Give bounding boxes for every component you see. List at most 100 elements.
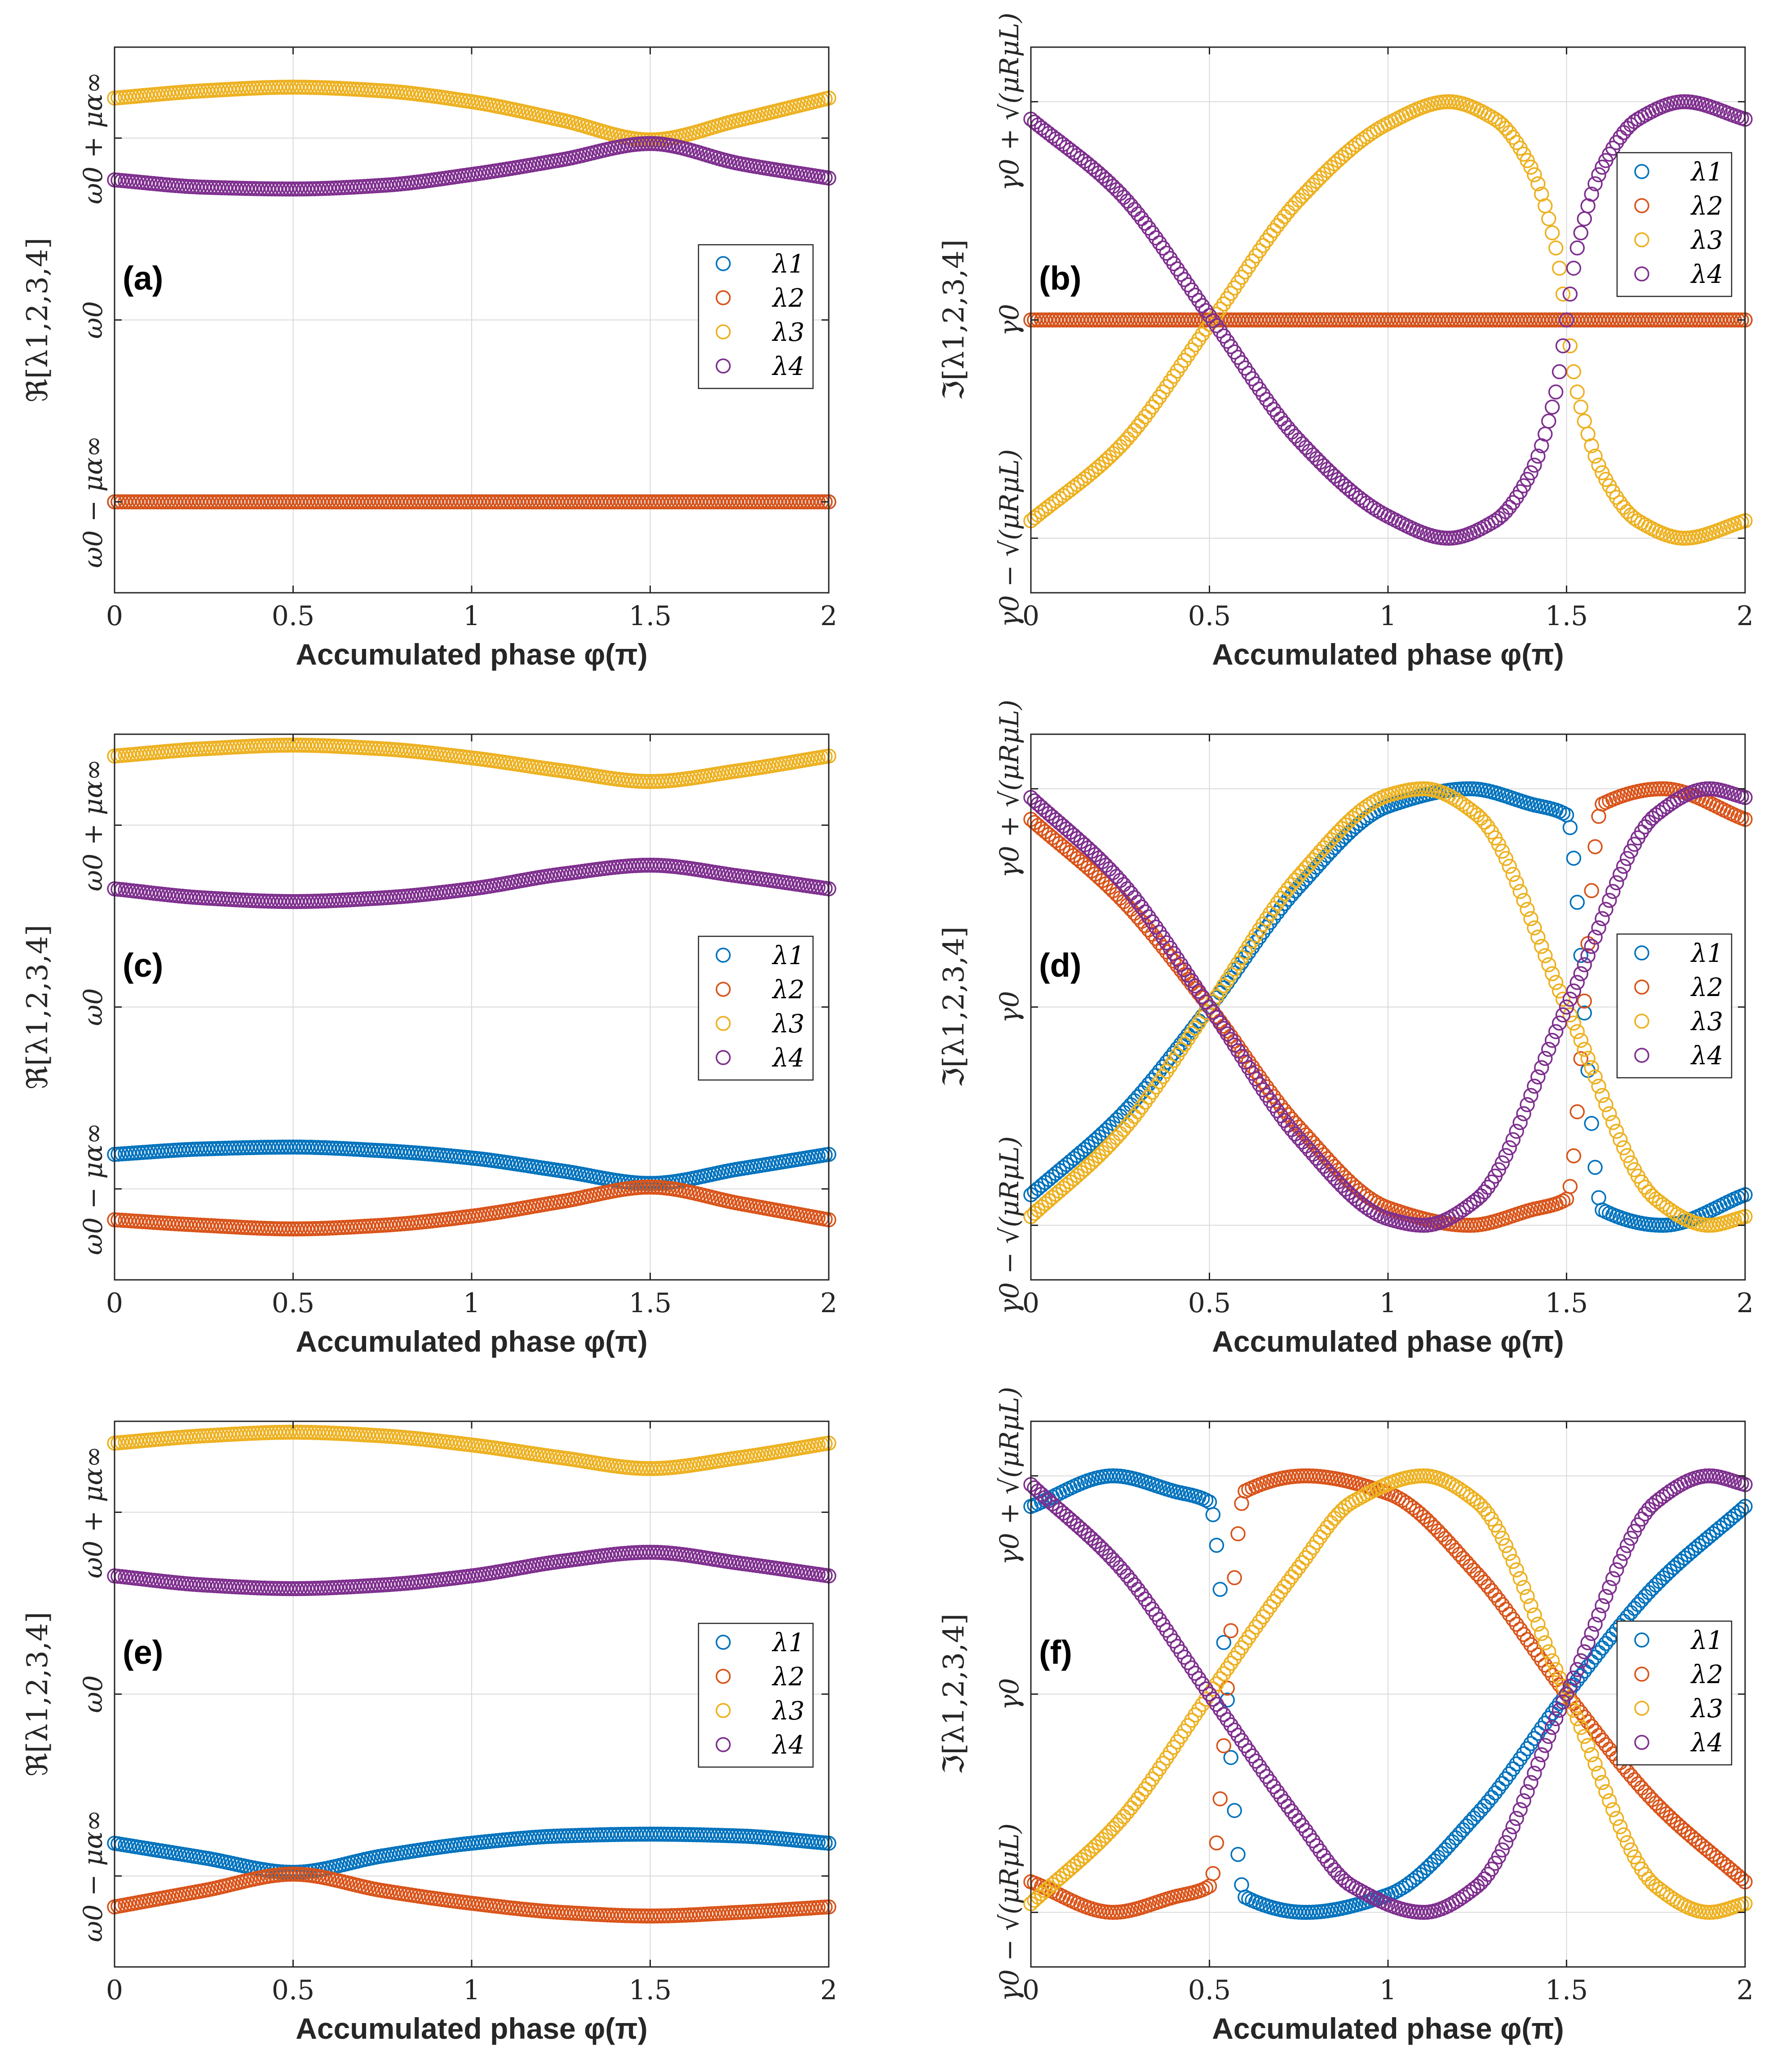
data-point-λ2 xyxy=(468,494,483,510)
data-point-λ1 xyxy=(1577,1663,1592,1679)
data-point-λ2 xyxy=(657,494,672,510)
data-point-λ3 xyxy=(1137,1094,1153,1110)
data-point-λ4 xyxy=(1548,1024,1564,1039)
data-point-λ2 xyxy=(1652,781,1667,797)
data-point-λ3 xyxy=(1277,209,1292,224)
data-point-λ4 xyxy=(307,894,322,909)
data-point-λ2 xyxy=(710,494,726,510)
data-point-λ3 xyxy=(1127,423,1142,438)
data-point-λ1 xyxy=(1623,1605,1639,1620)
legend-marker xyxy=(1634,266,1649,282)
data-point-λ2 xyxy=(1734,1871,1749,1887)
data-point-λ1 xyxy=(1541,1711,1556,1726)
data-point-λ2 xyxy=(1666,312,1681,328)
data-point-λ2 xyxy=(274,494,290,510)
data-point-λ4 xyxy=(300,1581,315,1596)
data-point-λ2 xyxy=(460,494,476,510)
data-point-λ3 xyxy=(278,1424,294,1440)
data-point-λ1 xyxy=(282,1139,297,1155)
data-point-λ3 xyxy=(1266,1594,1282,1609)
data-point-λ2 xyxy=(1241,312,1256,328)
data-point-λ2 xyxy=(157,494,172,510)
data-point-λ3 xyxy=(1548,1662,1564,1677)
data-point-λ3 xyxy=(1605,1802,1621,1817)
data-point-λ2 xyxy=(1566,1148,1582,1164)
data-point-λ1 xyxy=(1587,1159,1603,1175)
data-point-λ2 xyxy=(1716,312,1732,328)
data-point-λ1 xyxy=(650,1826,665,1842)
data-point-λ4 xyxy=(1641,815,1657,830)
data-point-λ2 xyxy=(1187,312,1203,328)
data-point-λ1 xyxy=(657,1826,672,1842)
data-point-λ4 xyxy=(1623,843,1639,859)
data-point-λ3 xyxy=(1541,957,1556,973)
data-point-λ2 xyxy=(1291,312,1307,328)
data-point-λ3 xyxy=(1548,975,1564,990)
data-point-λ2 xyxy=(171,494,186,510)
data-point-λ4 xyxy=(1130,895,1146,910)
data-point-λ1 xyxy=(243,1140,258,1155)
data-point-λ4 xyxy=(1555,338,1571,353)
data-point-λ4 xyxy=(246,181,261,196)
data-point-λ3 xyxy=(1595,1088,1610,1103)
legend-marker xyxy=(716,982,731,997)
legend-marker xyxy=(1634,198,1649,213)
data-point-λ2 xyxy=(1613,312,1628,328)
data-point-λ2 xyxy=(1598,312,1613,328)
series-λ4 xyxy=(1023,94,1753,546)
data-point-λ2 xyxy=(1259,1079,1274,1094)
data-point-λ4 xyxy=(300,894,315,909)
data-point-λ2 xyxy=(378,494,393,510)
data-point-λ3 xyxy=(1566,1015,1582,1031)
data-point-λ2 xyxy=(621,494,636,510)
data-point-λ2 xyxy=(1544,312,1560,328)
data-point-λ1 xyxy=(592,1827,608,1843)
data-point-λ4 xyxy=(1530,449,1546,464)
data-point-λ2 xyxy=(667,494,683,510)
data-point-λ1 xyxy=(1652,1217,1667,1233)
data-point-λ3 xyxy=(1102,1825,1117,1840)
data-point-λ4 xyxy=(314,893,329,909)
data-point-λ2 xyxy=(785,494,801,510)
data-point-λ3 xyxy=(1587,1069,1603,1084)
data-point-λ2 xyxy=(1170,312,1185,328)
data-point-λ2 xyxy=(746,494,761,510)
data-point-λ1 xyxy=(1259,920,1274,935)
data-point-λ3 xyxy=(1595,1775,1610,1790)
data-point-λ3 xyxy=(1262,1599,1278,1614)
data-point-λ3 xyxy=(1280,1574,1296,1590)
data-point-λ1 xyxy=(1434,1846,1450,1861)
data-point-λ3 xyxy=(1476,1502,1492,1517)
data-point-λ4 xyxy=(1137,904,1153,920)
data-point-λ2 xyxy=(1641,1788,1657,1803)
data-point-λ3 xyxy=(310,80,326,95)
data-point-λ3 xyxy=(1555,992,1571,1007)
data-point-λ2 xyxy=(1527,312,1542,328)
data-point-λ2 xyxy=(1259,312,1274,328)
data-point-λ4 xyxy=(1313,1843,1328,1859)
x-tick-label: 0.5 xyxy=(272,1287,314,1319)
data-point-λ2 xyxy=(1238,312,1253,328)
data-point-λ3 xyxy=(1523,159,1538,175)
data-point-λ2 xyxy=(1173,312,1189,328)
data-point-λ2 xyxy=(1194,312,1210,328)
series-λ3 xyxy=(107,1424,836,1477)
data-point-λ1 xyxy=(578,1827,594,1843)
x-tick-label: 1.5 xyxy=(629,1975,672,2006)
data-point-λ2 xyxy=(610,1908,626,1923)
data-point-λ2 xyxy=(321,494,336,510)
data-point-λ2 xyxy=(1041,312,1056,328)
data-point-λ1 xyxy=(1295,1904,1310,1920)
data-point-λ4 xyxy=(1102,861,1117,877)
data-point-λ3 xyxy=(1302,181,1317,196)
data-point-λ1 xyxy=(278,1139,294,1155)
data-point-λ4 xyxy=(1145,225,1160,241)
data-point-λ2 xyxy=(535,494,551,510)
data-point-λ3 xyxy=(300,737,315,753)
data-point-λ4 xyxy=(1566,983,1582,999)
data-point-λ3 xyxy=(292,737,308,753)
data-point-λ1 xyxy=(1391,1882,1406,1898)
data-point-λ4 xyxy=(243,181,258,196)
data-point-λ1 xyxy=(264,1139,279,1155)
series-λ4 xyxy=(1023,1468,1753,1920)
